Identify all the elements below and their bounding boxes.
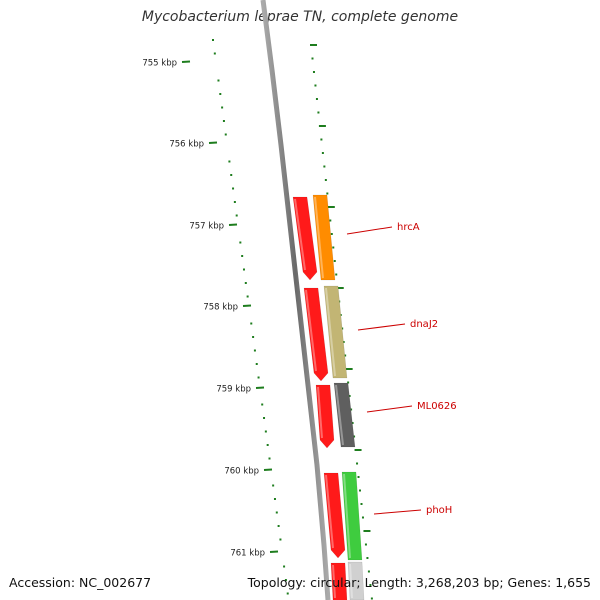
ruler-label: 758 kbp xyxy=(203,303,238,313)
gene-hrca-arrow[interactable] xyxy=(312,194,336,281)
gene-highlight xyxy=(294,198,306,271)
accession-text: Accession: NC_002677 xyxy=(9,575,152,590)
gene-highlight xyxy=(343,473,351,559)
ruler-major-tick xyxy=(263,468,273,471)
gene-label-leader xyxy=(346,226,393,235)
gene-highlight xyxy=(314,196,324,279)
ruler-label: 761 kbp xyxy=(230,549,265,559)
gene-label[interactable]: dnaJ2 xyxy=(410,319,438,330)
ruler-label: 757 kbp xyxy=(189,222,224,232)
cds-arrow[interactable] xyxy=(292,196,318,281)
ruler-label: 755 kbp xyxy=(142,59,177,69)
gene-highlight xyxy=(305,289,317,372)
gene-partial-arrow[interactable] xyxy=(347,561,365,600)
gene-label[interactable]: hrcA xyxy=(397,222,420,233)
map-title: Mycobacterium leprae TN, complete genome xyxy=(141,9,459,25)
ruler-major-tick xyxy=(255,386,265,389)
ruler-major-tick xyxy=(181,60,191,63)
ruler-label: 760 kbp xyxy=(224,467,259,477)
gene-dnaj2-arrow[interactable] xyxy=(323,285,348,379)
gene-label-leader xyxy=(366,405,413,413)
gene-phoh-arrow[interactable] xyxy=(341,471,363,561)
ruler-major-tick xyxy=(242,304,252,307)
gene-ml0626-arrow[interactable] xyxy=(333,382,356,448)
gene-highlight xyxy=(317,386,323,439)
gene-highlight xyxy=(325,474,334,549)
gene-label-leader xyxy=(357,323,406,331)
ruler-major-tick xyxy=(269,550,279,553)
cds-arrow[interactable] xyxy=(303,287,329,382)
gene-label-leader xyxy=(373,509,422,515)
genome-backbone xyxy=(260,0,331,600)
ruler-major-tick xyxy=(228,223,238,226)
gene-highlight xyxy=(332,564,336,599)
gene-label[interactable]: ML0626 xyxy=(417,401,457,412)
genome-stats-text: Topology: circular; Length: 3,268,203 bp… xyxy=(247,575,591,590)
ruler-major-tick xyxy=(208,141,218,144)
cds-arrow[interactable] xyxy=(315,384,335,449)
gene-highlight xyxy=(325,287,336,377)
ruler-label: 759 kbp xyxy=(216,385,251,395)
gene-highlight xyxy=(335,384,344,446)
gene-label[interactable]: phoH xyxy=(426,505,452,516)
gene-highlight xyxy=(349,563,353,599)
ruler-label: 756 kbp xyxy=(169,140,204,150)
cds-arrow[interactable] xyxy=(323,472,346,559)
cds-arrow[interactable] xyxy=(330,562,348,600)
